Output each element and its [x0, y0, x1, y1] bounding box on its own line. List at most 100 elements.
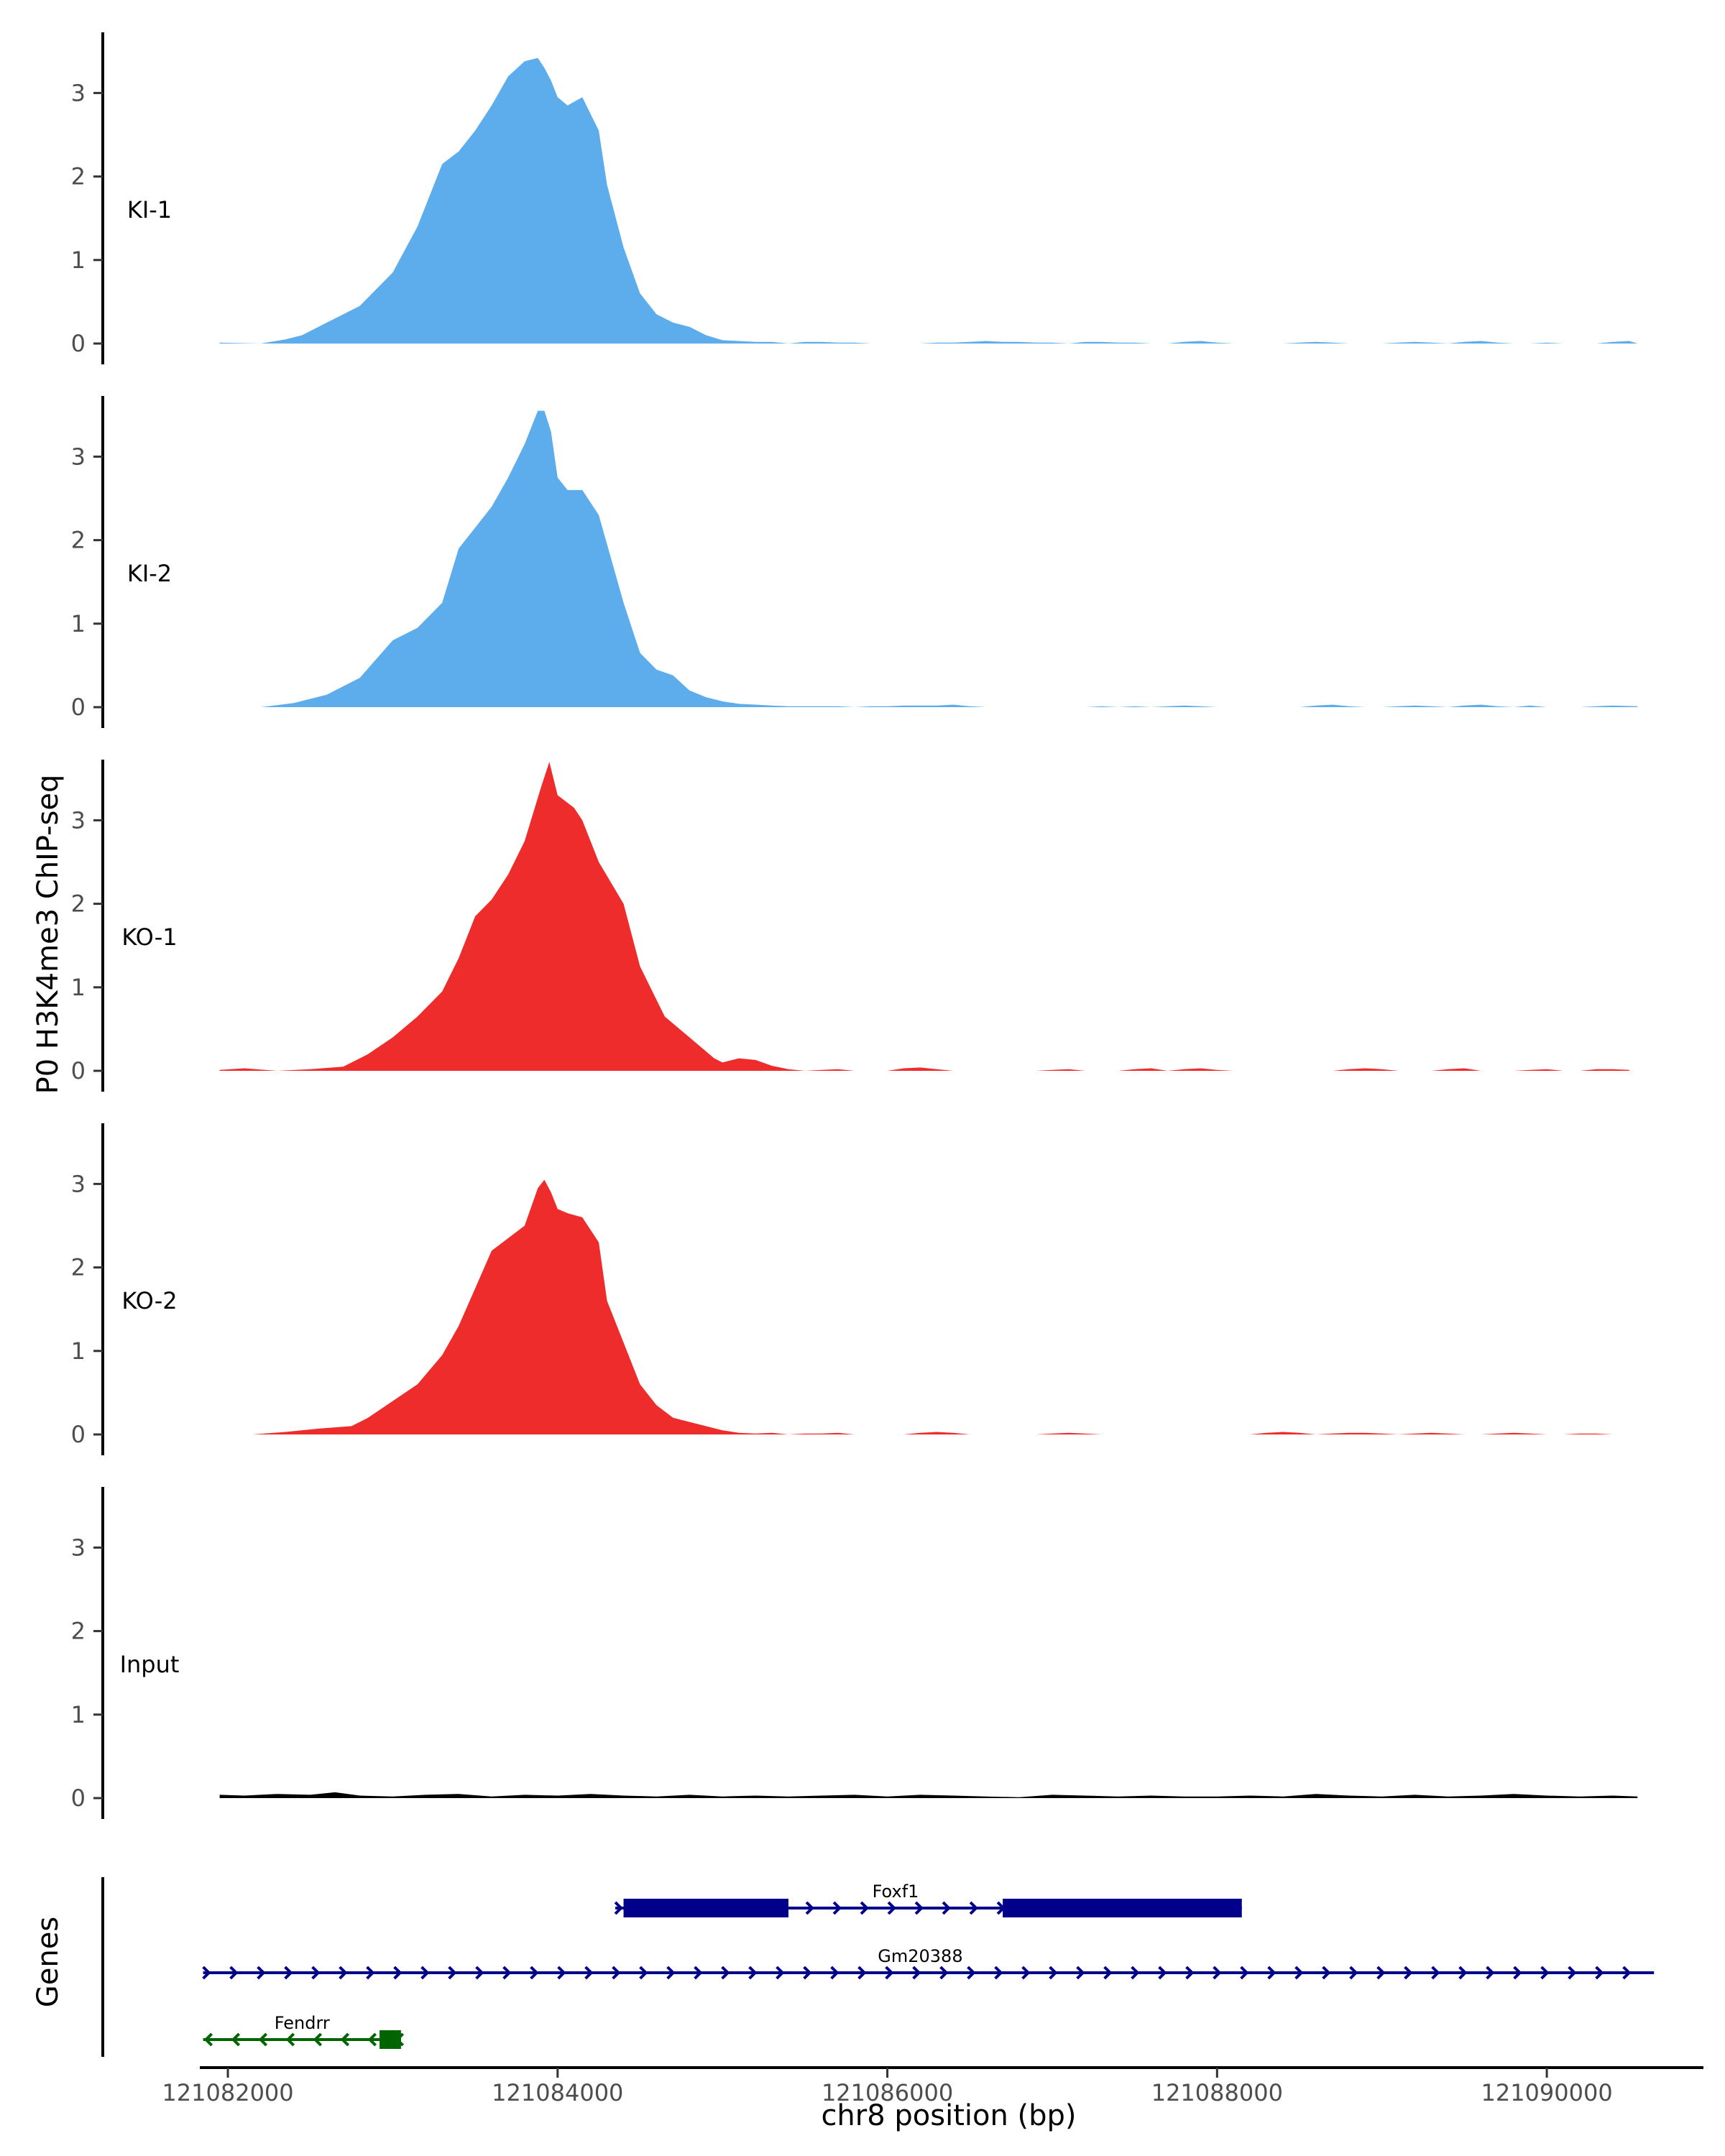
y-tick-label: 3	[71, 79, 86, 106]
strand-arrow-icon	[1513, 1966, 1522, 1980]
strand-arrow-icon	[860, 1901, 869, 1915]
strand-arrow-icon	[639, 1966, 648, 1980]
y-tick-label: 0	[71, 694, 86, 721]
strand-arrow-icon	[885, 1966, 894, 1980]
signal-area	[219, 1792, 1638, 1798]
strand-arrow-icon	[1267, 1966, 1276, 1980]
strand-arrow-icon	[258, 2032, 268, 2047]
track-ki-1: 0 1 2 3 KI-1	[71, 32, 1638, 364]
strand-arrow-icon	[1486, 1966, 1495, 1980]
strand-arrow-icon	[1021, 1966, 1031, 1980]
gene-gm20388: Gm20388	[202, 1946, 1655, 1980]
strand-arrow-icon	[967, 1966, 976, 1980]
strand-arrow-icon	[420, 1966, 430, 1980]
strand-arrow-icon	[339, 1966, 348, 1980]
strand-arrow-icon	[666, 1966, 676, 1980]
strand-arrow-icon	[367, 2032, 377, 2047]
strand-arrow-icon	[969, 1901, 978, 1915]
strand-arrow-icon	[584, 1966, 594, 1980]
x-axis: 121082000 121084000 121086000 121088000 1210…	[162, 2066, 1703, 2106]
strand-arrow-icon	[1294, 1966, 1304, 1980]
gene-name-label: Foxf1	[873, 1881, 919, 1902]
track-ki-2: 0 1 2 3 KI-2	[71, 396, 1638, 728]
strand-arrow-icon	[1595, 1966, 1604, 1980]
strand-arrow-icon	[202, 1966, 211, 1980]
strand-arrow-icon	[366, 1966, 375, 1980]
strand-arrow-icon	[393, 1966, 402, 1980]
gene-exon	[1003, 1899, 1242, 1917]
signal-area	[219, 410, 1638, 707]
strand-arrow-icon	[1158, 1966, 1167, 1980]
y-tick-label: 1	[71, 610, 86, 637]
track-ko-1: 0 1 2 3 KO-1	[71, 760, 1629, 1092]
y-tick-label: 2	[71, 890, 86, 918]
track-label: KI-2	[127, 560, 172, 587]
y-tick-label: 3	[71, 1534, 86, 1561]
y-tick-label: 0	[71, 1421, 86, 1448]
strand-arrow-icon	[313, 2032, 323, 2047]
y-tick-label: 1	[71, 1337, 86, 1365]
signal-area	[219, 57, 1638, 344]
strand-arrow-icon	[803, 1966, 812, 1980]
strand-arrow-icon	[530, 1966, 539, 1980]
strand-arrow-icon	[1185, 1966, 1195, 1980]
strand-arrow-icon	[1568, 1966, 1577, 1980]
strand-arrow-icon	[857, 1966, 867, 1980]
gene-name-label: Fendrr	[275, 2013, 330, 2033]
signal-area	[219, 762, 1629, 1071]
strand-arrow-icon	[939, 1966, 949, 1980]
y-tick-label: 1	[71, 247, 86, 274]
strand-arrow-icon	[1458, 1966, 1468, 1980]
strand-arrow-icon	[1322, 1966, 1331, 1980]
gene-fendrr: Fendrr	[203, 2013, 405, 2049]
strand-arrow-icon	[1076, 1966, 1085, 1980]
strand-arrow-icon	[231, 2032, 241, 2047]
strand-arrow-icon	[475, 1966, 484, 1980]
strand-arrow-icon	[284, 1966, 293, 1980]
strand-arrow-icon	[748, 1966, 758, 1980]
signal-tracks: 0 1 2 3 KI-1 0 1 2 3 KI-2 0 1 2 3 KO-1 0 1 2 3 KO-2 0 1 2 3 Inpu…	[71, 32, 1638, 1819]
strand-arrow-icon	[914, 1901, 924, 1915]
strand-arrow-icon	[1349, 1966, 1358, 1980]
strand-arrow-icon	[1103, 1966, 1113, 1980]
y-tick-label: 0	[71, 330, 86, 357]
genes-axis-title: Genes	[32, 1917, 65, 2007]
x-tick-label: 121090000	[1481, 2079, 1612, 2106]
y-axis-title: P0 H3K4me3 ChIP-seq	[32, 775, 65, 1095]
strand-arrow-icon	[1431, 1966, 1440, 1980]
y-tick-label: 0	[71, 1784, 86, 1812]
y-tick-label: 0	[71, 1057, 86, 1084]
strand-arrow-icon	[557, 1966, 566, 1980]
track-input: 0 1 2 3 Input	[71, 1487, 1638, 1819]
track-label: Input	[120, 1651, 180, 1678]
strand-arrow-icon	[776, 1966, 785, 1980]
strand-arrow-icon	[614, 1901, 623, 1915]
strand-arrow-icon	[942, 1901, 951, 1915]
gene-foxf1: Foxf1	[614, 1881, 1242, 1917]
y-tick-label: 2	[71, 527, 86, 554]
y-tick-label: 3	[71, 1170, 86, 1197]
strand-arrow-icon	[285, 2032, 295, 2047]
strand-arrow-icon	[912, 1966, 921, 1980]
signal-area	[219, 1179, 1638, 1434]
strand-arrow-icon	[1404, 1966, 1413, 1980]
gene-exon	[623, 1899, 788, 1917]
gene-exon	[380, 2030, 401, 2049]
y-tick-label: 2	[71, 1254, 86, 1281]
y-tick-label: 3	[71, 443, 86, 470]
x-tick-label: 121086000	[822, 2079, 953, 2106]
strand-arrow-icon	[830, 1966, 840, 1980]
strand-arrow-icon	[257, 1966, 266, 1980]
gene-annotation-panel: Foxf1 Gm20388 Fendrr	[101, 1877, 1655, 2057]
strand-arrow-icon	[229, 1966, 239, 1980]
strand-arrow-icon	[694, 1966, 703, 1980]
x-axis-title: chr8 position (bp)	[821, 2099, 1076, 2132]
track-label: KI-1	[127, 196, 172, 224]
y-tick-label: 3	[71, 806, 86, 834]
strand-arrow-icon	[311, 1966, 321, 1980]
strand-arrow-icon	[1131, 1966, 1140, 1980]
strand-arrow-icon	[721, 1966, 730, 1980]
y-tick-label: 1	[71, 1701, 86, 1728]
